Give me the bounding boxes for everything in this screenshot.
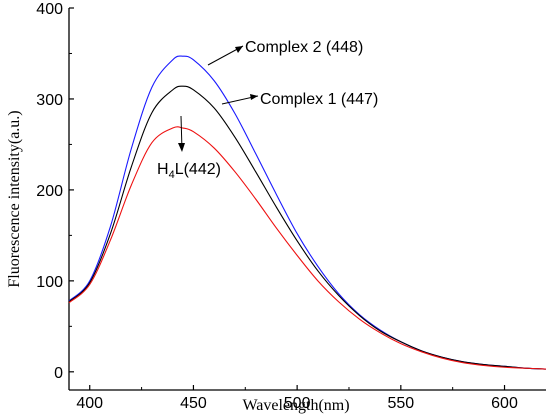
x-tick-label: 550 <box>387 395 414 412</box>
annotation-label-complex-2: Complex 2 (448) <box>245 39 363 56</box>
annotation-h4l-prefix: H <box>157 161 169 178</box>
y-axis-title: Fluorescence intensity(a.u.) <box>6 110 23 287</box>
y-tick-label: 200 <box>36 183 63 200</box>
annotation-h4l-suffix: L(442) <box>175 161 221 178</box>
x-tick-label: 500 <box>284 395 311 412</box>
arrowhead-icon <box>250 94 258 100</box>
series-line-h4l <box>68 126 547 370</box>
y-tick-label: 100 <box>36 274 63 291</box>
annotation-h4l: H4L(442) <box>157 115 221 181</box>
annotation-complex-1: Complex 1 (447) <box>221 91 378 108</box>
x-axis-title: Wavelength(nm) <box>242 397 349 414</box>
x-tick-label: 400 <box>76 395 103 412</box>
annotation-label-complex-1: Complex 1 (447) <box>260 91 378 108</box>
annotation-h4l-subscript: 4 <box>169 169 175 181</box>
y-tick-label: 300 <box>36 92 63 109</box>
axis-ticks: 400 450 500 550 600 0 100 200 300 400 <box>36 1 518 412</box>
y-tick-label: 0 <box>54 365 63 382</box>
annotation-label-h4l: H4L(442) <box>157 161 221 181</box>
x-tick-label: 600 <box>491 395 518 412</box>
plot-area <box>68 8 546 391</box>
series-line-complex-1 <box>68 85 547 370</box>
x-tick-label: 450 <box>180 395 207 412</box>
arrowhead-icon <box>235 46 243 53</box>
arrowhead-icon <box>178 143 185 152</box>
y-tick-label: 400 <box>36 1 63 18</box>
series-lines <box>68 55 547 370</box>
annotation-complex-2: Complex 2 (448) <box>207 39 363 66</box>
